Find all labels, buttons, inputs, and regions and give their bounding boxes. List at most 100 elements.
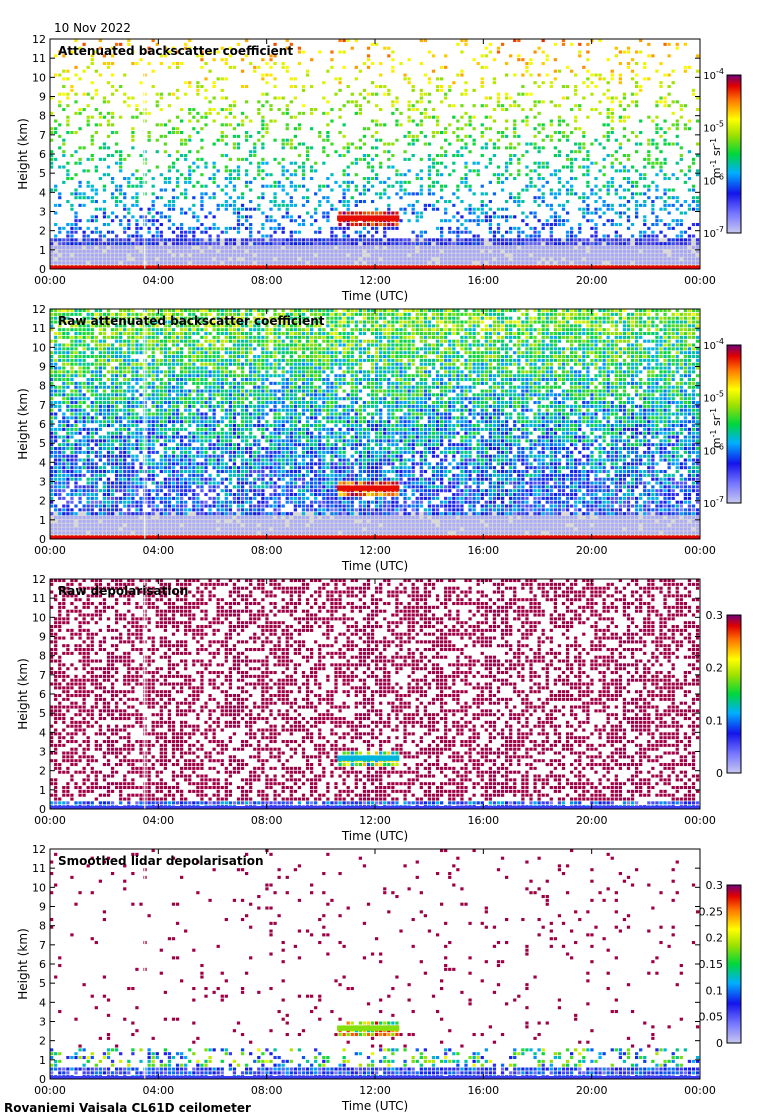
plot-area (50, 849, 700, 1079)
y-tick-label: 12 (32, 843, 46, 856)
x-tick-label: 04:00 (142, 814, 174, 827)
x-tick-label: 16:00 (467, 814, 499, 827)
colorbar (726, 74, 742, 234)
x-tick-label: 00:00 (34, 814, 66, 827)
date-label: 10 Nov 2022 (54, 21, 131, 35)
y-tick-label: 2 (39, 495, 46, 508)
colorbar-tick-label: 10-7 (703, 225, 724, 240)
y-tick-label: 10 (32, 611, 46, 624)
y-tick-label: 4 (39, 996, 46, 1009)
colorbar-tick-label: 0.2 (706, 932, 724, 945)
panel-4: Smoothed lidar depolarisation01234567891… (16, 843, 742, 1113)
x-tick-label: 00:00 (34, 1084, 66, 1097)
cloud-layer (337, 1025, 400, 1031)
x-axis-label: Time (UTC) (341, 829, 408, 843)
y-tick-label: 8 (39, 650, 46, 663)
x-tick-label: 12:00 (359, 814, 391, 827)
x-tick-label: 08:00 (251, 544, 283, 557)
colorbar-tick-label: 10-5 (703, 390, 724, 405)
y-axis-label: Height (km) (16, 388, 30, 459)
colorbar-tick-label: 10-4 (703, 67, 724, 82)
x-tick-label: 16:00 (467, 1084, 499, 1097)
x-tick-label: 08:00 (251, 274, 283, 287)
y-tick-label: 3 (39, 746, 46, 759)
y-tick-label: 8 (39, 920, 46, 933)
x-tick-label: 20:00 (576, 1084, 608, 1097)
y-tick-label: 1 (39, 244, 46, 257)
colorbar-units-label: m-1 sr-1 (709, 408, 723, 448)
panel-title: Smoothed lidar depolarisation (58, 854, 264, 868)
y-tick-label: 9 (39, 91, 46, 104)
y-tick-label: 5 (39, 977, 46, 990)
colorbar-tick-label: 0.1 (706, 714, 724, 727)
colorbar (726, 614, 742, 774)
y-tick-label: 0 (39, 263, 46, 276)
x-tick-label: 12:00 (359, 1084, 391, 1097)
x-axis-label: Time (UTC) (341, 289, 408, 303)
y-tick-label: 4 (39, 456, 46, 469)
y-tick-label: 11 (32, 592, 46, 605)
x-tick-label: 00:00 (684, 1084, 716, 1097)
y-tick-label: 7 (39, 939, 46, 952)
y-tick-label: 1 (39, 1054, 46, 1067)
y-axis-label: Height (km) (16, 928, 30, 999)
y-axis-label: Height (km) (16, 118, 30, 189)
x-tick-label: 08:00 (251, 814, 283, 827)
y-tick-label: 8 (39, 110, 46, 123)
colorbar-tick-label: 10-4 (703, 337, 724, 352)
y-tick-label: 1 (39, 784, 46, 797)
colorbar-tick-label: 0.25 (699, 905, 724, 918)
y-tick-label: 11 (32, 52, 46, 65)
x-tick-label: 16:00 (467, 274, 499, 287)
colorbar-tick-label: 0.3 (706, 879, 724, 892)
y-tick-label: 6 (39, 958, 46, 971)
y-tick-label: 10 (32, 71, 46, 84)
y-tick-label: 6 (39, 418, 46, 431)
y-tick-label: 5 (39, 167, 46, 180)
panel-title: Raw attenuated backscatter coefficient (58, 314, 325, 328)
y-tick-label: 0 (39, 803, 46, 816)
y-tick-label: 11 (32, 322, 46, 335)
y-tick-label: 6 (39, 688, 46, 701)
colorbar-tick-label: 0.05 (699, 1011, 724, 1024)
cloud-layer (337, 215, 400, 221)
panel-title: Attenuated backscatter coefficient (58, 44, 293, 58)
y-tick-label: 5 (39, 707, 46, 720)
x-tick-label: 00:00 (684, 274, 716, 287)
heatmap-field (50, 579, 700, 809)
cloud-layer (337, 755, 400, 761)
x-tick-label: 12:00 (359, 274, 391, 287)
panel-2: Raw attenuated backscatter coefficient 0 1… (16, 303, 742, 573)
y-tick-label: 1 (39, 514, 46, 527)
colorbar (726, 884, 742, 1044)
y-tick-label: 10 (32, 341, 46, 354)
colorbar-tick-label: 10-5 (703, 120, 724, 135)
colorbar-tick-label: 10-6 (703, 442, 724, 457)
x-tick-label: 00:00 (34, 274, 66, 287)
x-tick-label: 00:00 (684, 544, 716, 557)
y-tick-label: 0 (39, 533, 46, 546)
y-tick-label: 2 (39, 765, 46, 778)
x-tick-label: 20:00 (576, 274, 608, 287)
x-tick-label: 20:00 (576, 544, 608, 557)
y-tick-label: 3 (39, 1016, 46, 1029)
y-tick-label: 7 (39, 399, 46, 412)
y-tick-label: 12 (32, 33, 46, 46)
y-tick-label: 12 (32, 303, 46, 316)
x-tick-label: 04:00 (142, 1084, 174, 1097)
x-tick-label: 20:00 (576, 814, 608, 827)
colorbar-units-label: m-1 sr-1 (709, 138, 723, 178)
y-tick-label: 2 (39, 1035, 46, 1048)
panel-1: Attenuated backscatter coefficient 0 12 3 4 5… (16, 33, 742, 303)
x-tick-label: 00:00 (684, 814, 716, 827)
y-tick-label: 7 (39, 669, 46, 682)
y-tick-label: 10 (32, 881, 46, 894)
y-tick-label: 4 (39, 186, 46, 199)
y-tick-label: 8 (39, 380, 46, 393)
y-tick-label: 3 (39, 206, 46, 219)
x-tick-label: 04:00 (142, 274, 174, 287)
panel-title: Raw depolarisation (58, 584, 188, 598)
y-tick-label: 9 (39, 361, 46, 374)
